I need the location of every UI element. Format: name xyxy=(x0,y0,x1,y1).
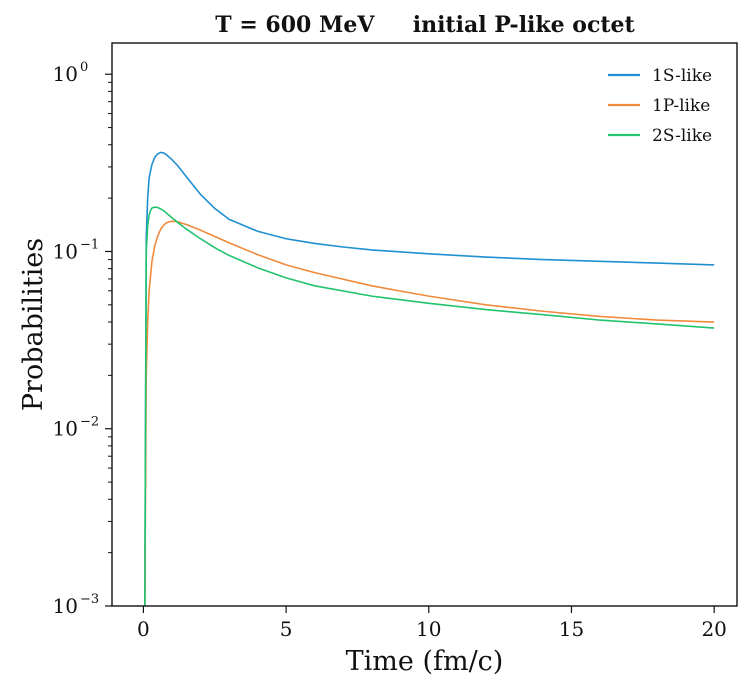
series-line-3 xyxy=(144,206,715,606)
y-tick-label: 10 xyxy=(53,62,78,86)
series-line-2 xyxy=(144,220,715,606)
chart-title: T = 600 MeV initial P-like octet xyxy=(215,12,635,38)
series-line-1 xyxy=(144,151,715,606)
y-tick-exponent: −1 xyxy=(80,237,99,252)
legend-label: 1P-like xyxy=(652,96,710,116)
x-tick-label: 20 xyxy=(701,617,726,641)
plot-frame xyxy=(111,42,738,607)
y-tick-exponent: −2 xyxy=(80,415,99,430)
y-axis-label: Probabilities xyxy=(18,238,49,411)
x-axis-ticks: 0 5 10 15 20 xyxy=(137,606,727,641)
y-tick-exponent: −3 xyxy=(80,592,99,607)
legend-label: 1S-like xyxy=(652,66,712,86)
x-tick-label: 0 xyxy=(137,617,150,641)
legend-label: 2S-like xyxy=(652,126,712,146)
y-tick-label: 10 xyxy=(53,239,78,263)
x-tick-label: 5 xyxy=(280,617,293,641)
series-layer xyxy=(144,151,715,606)
x-tick-label: 10 xyxy=(416,617,441,641)
y-tick-exponent: 0 xyxy=(80,60,88,75)
x-axis-label: Time (fm/c) xyxy=(346,646,504,677)
y-tick-label: 10 xyxy=(53,594,78,618)
y-tick-label: 10 xyxy=(53,417,78,441)
legend: 1S-like 1P-like 2S-like xyxy=(608,66,712,146)
x-tick-label: 15 xyxy=(559,617,584,641)
